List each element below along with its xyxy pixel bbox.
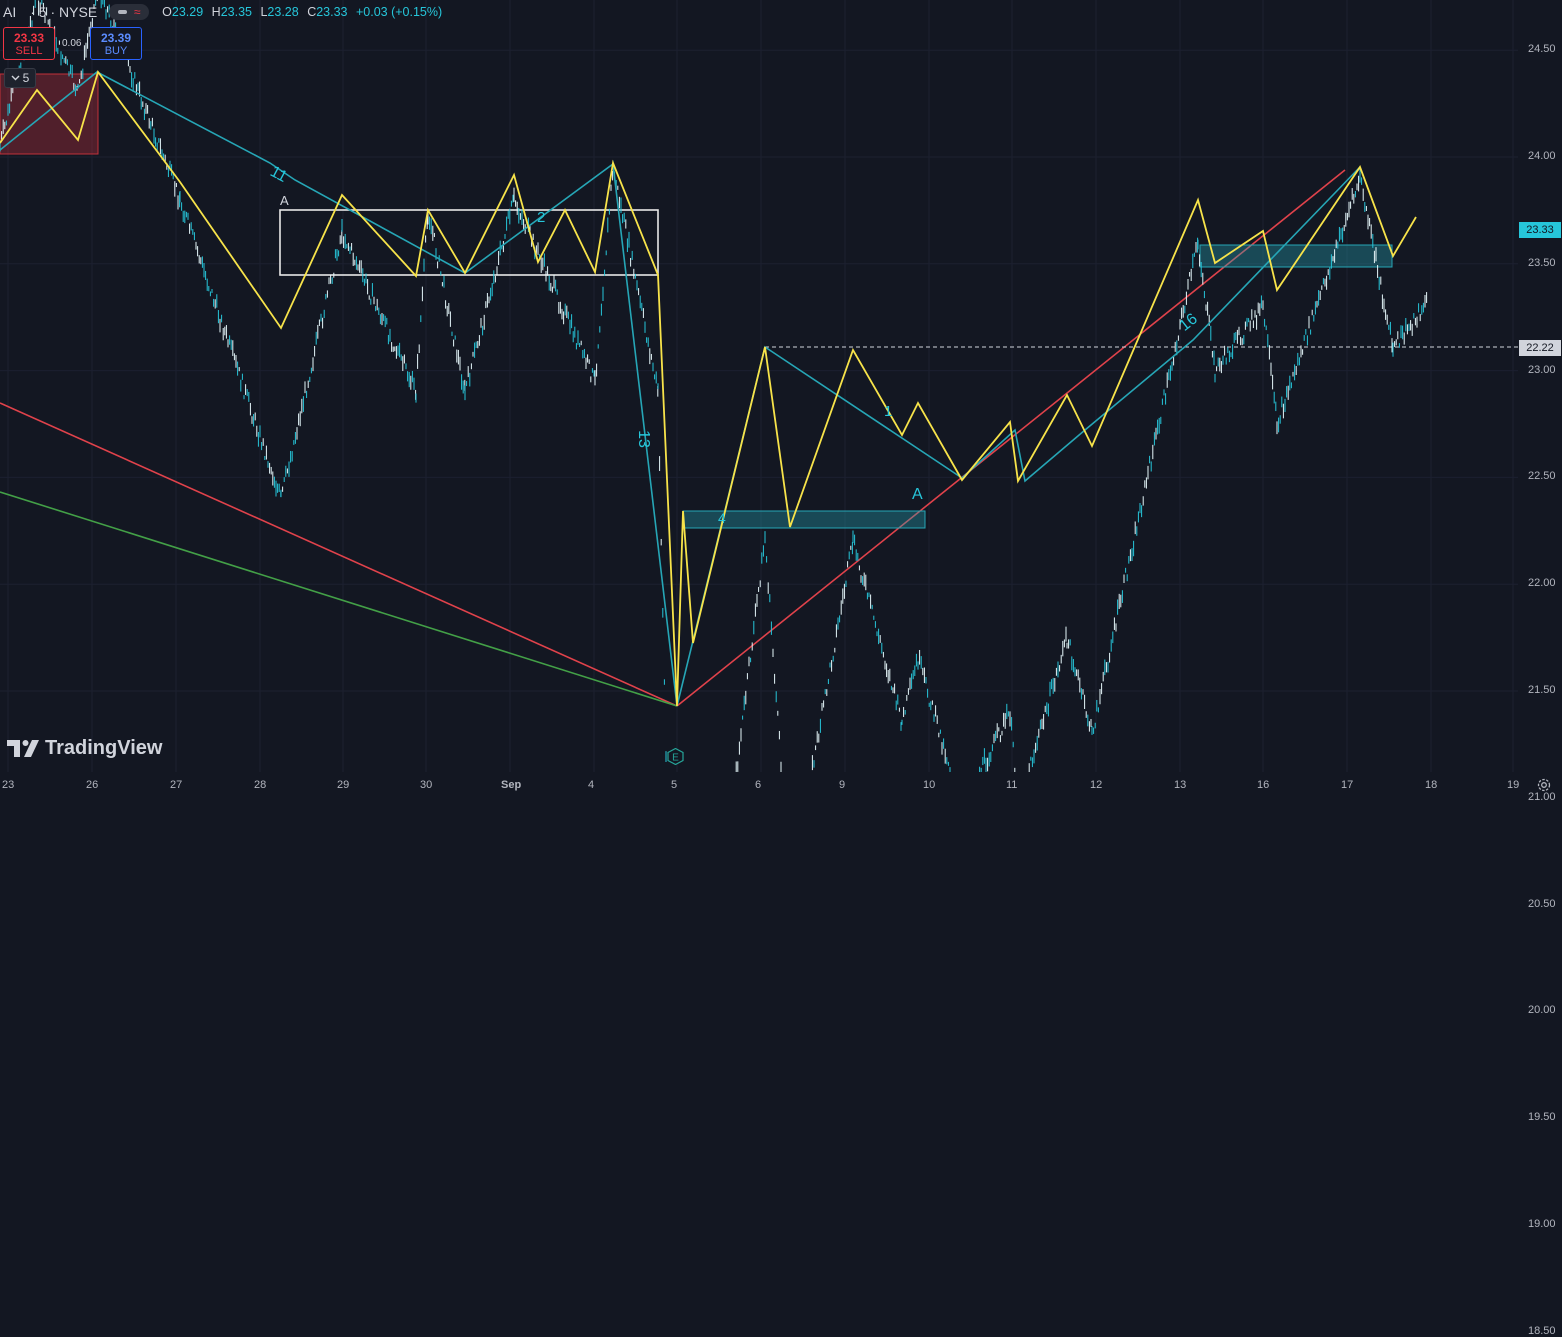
visibility-toggle[interactable]: ≈: [109, 4, 150, 20]
support-box-label: A: [912, 486, 923, 503]
candle-series: [0, 0, 1428, 772]
wave-label-2: 2: [537, 209, 546, 226]
eye-icon: [117, 10, 127, 14]
time-tick: 5: [671, 779, 678, 791]
price-tick: 22.00: [1528, 577, 1556, 590]
time-tick: 26: [86, 779, 99, 791]
tradingview-logo-icon: [7, 740, 39, 757]
tradingview-logo[interactable]: TradingView: [7, 737, 162, 760]
earnings-marker-icon[interactable]: E: [667, 748, 684, 765]
price-tick: 24.50: [1528, 43, 1556, 56]
chevron-down-icon: [11, 75, 20, 81]
interval-dropdown[interactable]: 5: [4, 68, 36, 88]
price-change: +0.03 (+0.15%): [355, 5, 443, 19]
range-box[interactable]: [279, 209, 659, 276]
price-tick: 22.50: [1528, 470, 1556, 483]
ohlc-values: O23.29 H23.35 L23.28 C23.33 +0.03 (+0.15…: [162, 5, 443, 19]
time-tick: 17: [1341, 779, 1354, 791]
time-tick: 19: [1507, 779, 1520, 791]
interval-exchange: · 5 · NYSE: [30, 4, 98, 20]
support-box-label-4: 4: [718, 510, 726, 526]
chart-grid: [0, 0, 1518, 772]
price-tick: 19.50: [1528, 1111, 1556, 1124]
buy-button[interactable]: 23.39 BUY: [90, 27, 142, 60]
red-trend-line[interactable]: [0, 402, 678, 707]
range-box-label: A: [280, 193, 289, 208]
yellow-zigzag[interactable]: [0, 70, 1417, 707]
green-trend-line[interactable]: [0, 491, 678, 707]
spread-value: 0.06: [62, 38, 82, 49]
time-tick: 13: [1174, 779, 1187, 791]
price-axis[interactable]: [1518, 0, 1562, 770]
wave-label-13: 13: [634, 430, 652, 448]
price-tick: 21.50: [1528, 684, 1556, 696]
time-tick: 27: [170, 779, 183, 791]
red-trend-line-rising[interactable]: [676, 169, 1346, 707]
symbol-name[interactable]: AI: [3, 4, 17, 20]
settings-gear-icon[interactable]: [1536, 777, 1552, 793]
price-tick: 19.00: [1528, 1218, 1556, 1230]
time-tick: 9: [839, 779, 846, 791]
time-tick: 28: [254, 779, 267, 791]
time-tick: 16: [1257, 779, 1270, 791]
time-tick: 6: [755, 779, 762, 791]
price-tick: 18.50: [1528, 1324, 1556, 1337]
logo-text: TradingView: [45, 737, 163, 759]
time-tick: Sep: [501, 779, 522, 791]
price-tick: 20.50: [1528, 897, 1556, 910]
wave-icon: ≈: [133, 5, 141, 19]
time-tick: 18: [1425, 779, 1438, 791]
time-tick: 29: [337, 779, 350, 791]
symbol-legend: AI · 5 · NYSE ≈ O23.29 H23.35 L23.28 C23…: [0, 0, 447, 24]
time-tick: 10: [923, 779, 936, 791]
price-tick: 24.00: [1528, 150, 1556, 162]
time-tick: 23: [2, 779, 15, 791]
sell-button[interactable]: 23.33 SELL: [3, 27, 55, 60]
price-tick: 23.50: [1528, 256, 1556, 269]
time-tick: 30: [420, 779, 433, 791]
time-tick: 12: [1090, 779, 1103, 791]
horizontal-line-price-tag: 22.22: [1519, 340, 1561, 356]
current-price-tag: 23.33: [1519, 222, 1561, 238]
support-box-right[interactable]: [1199, 244, 1393, 268]
time-tick: 11: [1006, 779, 1018, 791]
price-chart[interactable]: [0, 0, 1518, 772]
price-tick: 20.00: [1528, 1004, 1556, 1017]
time-tick: 4: [588, 779, 595, 791]
svg-text:E: E: [672, 753, 679, 764]
price-tick: 23.00: [1528, 363, 1556, 376]
wave-label-1: 1: [884, 403, 893, 420]
